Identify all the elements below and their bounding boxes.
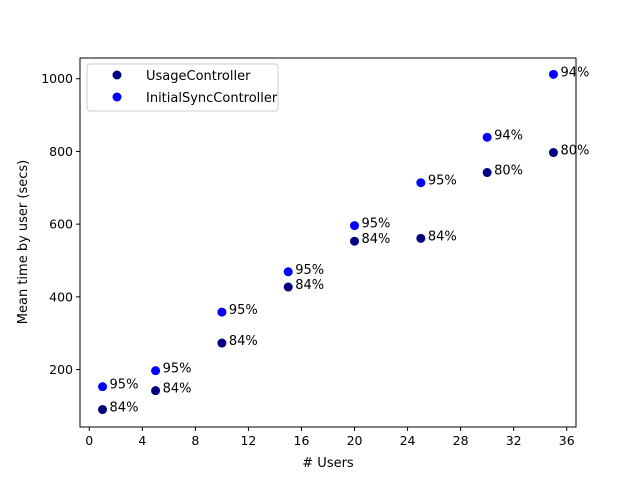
data-point-initialsynccontroller — [416, 178, 426, 188]
data-point-usagecontroller — [283, 282, 293, 292]
data-label-usagecontroller: 80% — [494, 164, 523, 179]
data-point-initialsynccontroller — [350, 221, 360, 231]
data-marks: 84% 84% 84% 84% 84% 84% 80% 80% 95% 95% 95% 95% 95% 9… — [98, 65, 589, 416]
legend-label-initialsynccontroller: InitialSyncController — [146, 91, 278, 106]
data-point-usagecontroller — [151, 386, 161, 396]
data-point-usagecontroller — [482, 168, 492, 178]
legend-marker-initialsynccontroller — [112, 92, 122, 102]
data-point-initialsynccontroller — [283, 267, 293, 277]
x-tick-label: 16 — [294, 433, 310, 448]
data-point-usagecontroller — [217, 338, 227, 348]
x-tick-label: 0 — [85, 433, 93, 448]
data-label-initialsynccontroller: 95% — [229, 303, 258, 318]
data-point-usagecontroller — [548, 148, 558, 158]
data-point-initialsynccontroller — [151, 366, 161, 376]
x-tick-label: 36 — [559, 433, 575, 448]
y-tick-label: 800 — [49, 144, 73, 159]
legend-marker-usagecontroller — [112, 70, 122, 80]
data-point-initialsynccontroller — [217, 307, 227, 317]
data-point-initialsynccontroller — [548, 69, 558, 79]
y-tick-label: 600 — [49, 217, 73, 232]
data-label-usagecontroller: 84% — [362, 232, 391, 247]
x-tick-label: 4 — [138, 433, 146, 448]
plot-frame — [79, 57, 577, 428]
data-label-initialsynccontroller: 95% — [295, 263, 324, 278]
data-label-usagecontroller: 84% — [229, 334, 258, 349]
legend: UsageController InitialSyncController — [86, 63, 279, 112]
y-axis: 200 400 600 800 1000 — [41, 71, 80, 377]
x-tick-label: 24 — [400, 433, 416, 448]
x-tick-label: 20 — [347, 433, 363, 448]
legend-box — [86, 63, 279, 112]
x-tick-label: 12 — [240, 433, 256, 448]
data-point-usagecontroller — [416, 233, 426, 243]
x-tick-label: 32 — [506, 433, 522, 448]
x-axis-label: # Users — [302, 456, 354, 471]
data-point-usagecontroller — [98, 405, 108, 415]
data-point-usagecontroller — [350, 236, 360, 246]
data-point-initialsynccontroller — [98, 382, 108, 392]
data-label-initialsynccontroller: 95% — [163, 362, 192, 377]
data-label-usagecontroller: 80% — [560, 144, 589, 159]
x-tick-label: 8 — [191, 433, 199, 448]
y-axis-label: Mean time by user (secs) — [16, 160, 31, 324]
y-tick-label: 400 — [49, 289, 73, 304]
data-label-usagecontroller: 84% — [110, 401, 139, 416]
y-tick-label: 1000 — [41, 71, 73, 86]
data-label-initialsynccontroller: 95% — [362, 217, 391, 232]
legend-label-usagecontroller: UsageController — [146, 69, 251, 84]
data-label-initialsynccontroller: 94% — [560, 65, 589, 80]
data-label-usagecontroller: 84% — [428, 229, 457, 244]
x-tick-label: 28 — [453, 433, 469, 448]
data-label-initialsynccontroller: 95% — [428, 174, 457, 189]
data-label-usagecontroller: 84% — [295, 278, 324, 293]
data-label-usagecontroller: 84% — [163, 382, 192, 397]
y-tick-label: 200 — [49, 362, 73, 377]
data-label-initialsynccontroller: 95% — [110, 378, 139, 393]
data-point-initialsynccontroller — [482, 132, 492, 142]
x-axis: 0 4 8 12 16 20 24 28 32 36 — [85, 427, 575, 448]
data-label-initialsynccontroller: 94% — [494, 128, 523, 143]
